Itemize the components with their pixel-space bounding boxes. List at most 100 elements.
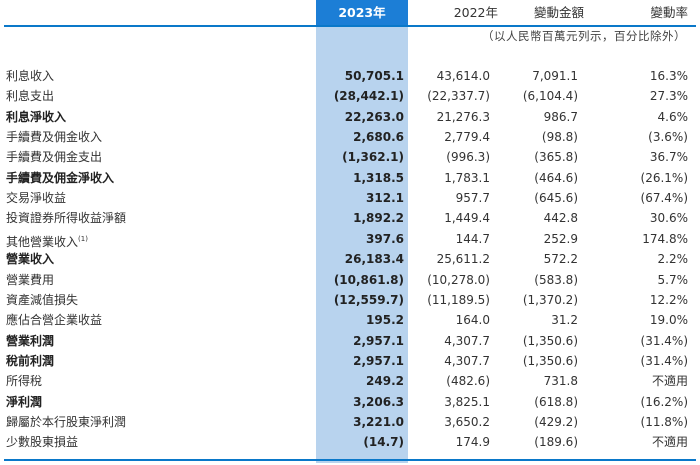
value-2022: 174.9 [455, 435, 490, 450]
value-2022: 957.7 [455, 191, 490, 206]
value-2023: 22,263.0 [344, 109, 404, 124]
value-change: (6,104.4) [522, 89, 578, 104]
value-2022: 4,307.7 [444, 333, 490, 348]
table-row: 投資證券所得收益淨額 1,892.2 1,449.4 442.8 30.6% [0, 208, 700, 228]
value-change: 986.7 [543, 109, 578, 124]
row-label: 利息淨收入 [6, 107, 66, 127]
value-rate: 27.3% [649, 89, 688, 104]
table-row: 營業收入 26,183.4 25,611.2 572.2 2.2% [0, 249, 700, 269]
units-note: （以人民幣百萬元列示，百分比除外） [482, 29, 686, 43]
value-2023: 1,892.2 [353, 211, 404, 226]
value-2023: (10,861.8) [333, 272, 404, 287]
header-rule [4, 25, 696, 27]
row-label: 稅前利潤 [6, 351, 54, 371]
bottom-rule [4, 459, 696, 461]
row-label: 應佔合營企業收益 [6, 310, 102, 330]
table-row: 手續費及佣金支出 (1,362.1) (996.3) (365.8) 36.7% [0, 147, 700, 167]
value-2023: (12,559.7) [333, 292, 404, 307]
row-label: 交易淨收益 [6, 188, 66, 208]
row-label-text: 手續費及佣金淨收入 [6, 170, 115, 185]
row-label: 營業費用 [6, 270, 54, 290]
value-change: 442.8 [543, 211, 578, 226]
value-change: (365.8) [534, 150, 578, 165]
value-2023: 195.2 [366, 313, 404, 328]
value-2023: 3,221.0 [353, 414, 404, 429]
value-2022: (22,337.7) [427, 89, 490, 104]
row-label-text: 少數股東損益 [6, 435, 79, 450]
table-row: 手續費及佣金淨收入 1,318.5 1,783.1 (464.6) (26.1%) [0, 168, 700, 188]
value-rate: (3.6%) [648, 130, 688, 145]
row-label-text: 資產減值損失 [6, 292, 79, 307]
row-label: 手續費及佣金淨收入 [6, 168, 114, 188]
row-label: 投資證券所得收益淨額 [6, 208, 126, 228]
value-rate: 5.7% [657, 272, 689, 287]
value-rate: (16.2%) [640, 394, 688, 409]
table-row: 其他營業收入(1) 397.6 144.7 252.9 174.8% [0, 229, 700, 249]
table-row: 交易淨收益 312.1 957.7 (645.6) (67.4%) [0, 188, 700, 208]
value-2023: 249.2 [366, 374, 404, 389]
value-rate: 12.2% [649, 292, 688, 307]
row-label: 淨利潤 [6, 392, 42, 412]
value-rate: 2.2% [657, 252, 689, 267]
value-rate: 19.0% [649, 313, 688, 328]
row-label-text: 投資證券所得收益淨額 [6, 211, 127, 226]
row-label-text: 稅前利潤 [6, 353, 55, 368]
value-2023: 3,206.3 [353, 394, 404, 409]
value-2023: 397.6 [366, 231, 404, 246]
value-2022: 4,307.7 [444, 353, 490, 368]
value-change: 31.2 [551, 313, 578, 328]
value-2023: 2,680.6 [353, 130, 404, 145]
value-rate: 174.8% [642, 231, 688, 246]
row-label-text: 手續費及佣金支出 [6, 150, 103, 165]
row-label: 營業利潤 [6, 331, 54, 351]
row-label-text: 營業費用 [6, 272, 55, 287]
value-2022: 2,779.4 [444, 130, 490, 145]
value-2022: 43,614.0 [436, 69, 490, 83]
value-rate: 16.3% [649, 69, 688, 83]
row-label-text: 手續費及佣金收入 [6, 130, 103, 145]
value-2022: (996.3) [446, 150, 490, 165]
value-2023: (14.7) [363, 435, 404, 450]
row-label-text: 營業收入 [6, 252, 55, 267]
row-label: 其他營業收入(1) [6, 229, 88, 252]
value-rate: (11.8%) [640, 414, 688, 429]
table-row: 營業利潤 2,957.1 4,307.7 (1,350.6) (31.4%) [0, 331, 700, 351]
col-header-2023: 2023年 [338, 5, 386, 20]
table-row: 資產減值損失 (12,559.7) (11,189.5) (1,370.2) 12.2% [0, 290, 700, 310]
row-label: 利息收入 [6, 66, 54, 86]
row-label: 資產減值損失 [6, 290, 78, 310]
value-change: 572.2 [543, 252, 578, 267]
value-2023: 1,318.5 [353, 170, 404, 185]
value-2022: (10,278.0) [427, 272, 490, 287]
value-change: (189.6) [534, 435, 578, 450]
row-label-text: 淨利潤 [6, 394, 43, 409]
row-label-text: 利息淨收入 [6, 109, 67, 124]
row-label-text: 應佔合營企業收益 [6, 313, 103, 328]
value-change: (618.8) [534, 394, 578, 409]
value-change: (464.6) [534, 170, 578, 185]
value-rate: 4.6% [657, 109, 689, 124]
table-row: 手續費及佣金收入 2,680.6 2,779.4 (98.8) (3.6%) [0, 127, 700, 147]
value-2022: 25,611.2 [436, 252, 490, 267]
row-label: 手續費及佣金支出 [6, 147, 102, 167]
value-change: 731.8 [543, 374, 578, 389]
table-row: 淨利潤 3,206.3 3,825.1 (618.8) (16.2%) [0, 392, 700, 412]
table-row: 利息淨收入 22,263.0 21,276.3 986.7 4.6% [0, 107, 700, 127]
row-label-text: 交易淨收益 [6, 191, 67, 206]
value-rate: (67.4%) [640, 191, 688, 206]
footnote-marker: (1) [78, 234, 88, 243]
value-2022: 21,276.3 [436, 109, 490, 124]
value-change: (98.8) [541, 130, 578, 145]
col-header-2022: 2022年 [453, 5, 498, 20]
table-row: 利息收入 50,705.1 43,614.0 7,091.1 16.3% [0, 66, 700, 86]
value-rate: 不適用 [651, 435, 688, 450]
value-2022: 1,449.4 [444, 211, 490, 226]
value-rate: (31.4%) [640, 333, 688, 348]
row-label-text: 其他營業收入 [6, 234, 79, 249]
value-change: (1,350.6) [522, 353, 578, 368]
value-2022: 1,783.1 [444, 170, 490, 185]
col-header-rate: 變動率 [650, 5, 688, 20]
value-2023: 50,705.1 [344, 69, 404, 83]
col-header-change: 變動金額 [533, 5, 584, 20]
value-change: (1,350.6) [522, 333, 578, 348]
